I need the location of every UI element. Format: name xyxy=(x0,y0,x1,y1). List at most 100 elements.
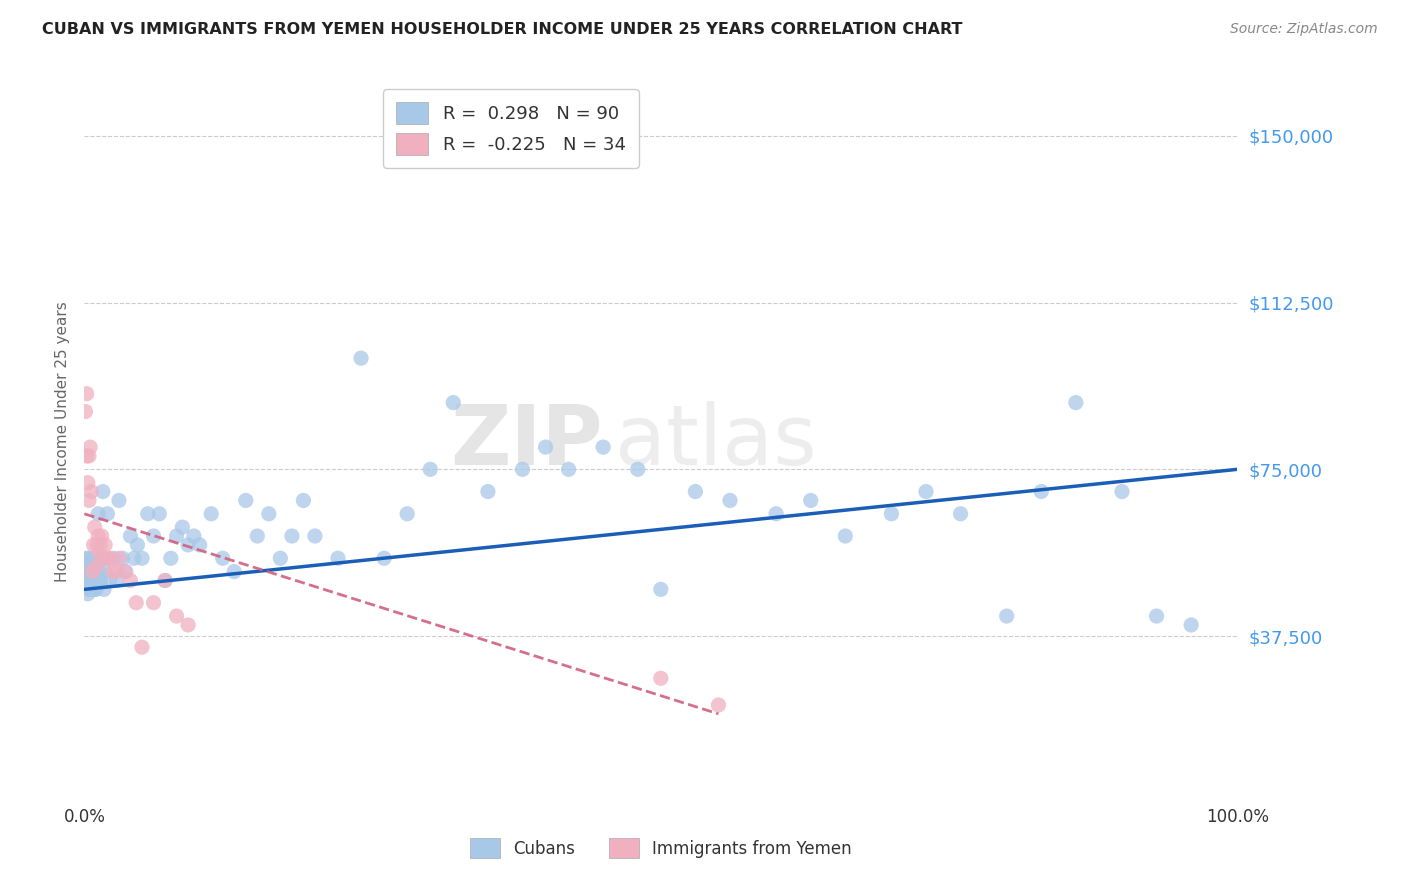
Point xyxy=(512,462,534,476)
Point xyxy=(79,582,101,597)
Point xyxy=(685,484,707,499)
Point xyxy=(84,560,107,574)
Point xyxy=(76,551,98,566)
Point xyxy=(131,551,153,566)
Point xyxy=(76,574,98,588)
Point xyxy=(84,582,107,597)
Point xyxy=(142,596,165,610)
Point xyxy=(880,507,903,521)
Point xyxy=(707,698,730,712)
Point xyxy=(188,538,211,552)
Point xyxy=(120,574,142,588)
Point xyxy=(84,565,107,579)
Point xyxy=(1064,395,1087,409)
Point xyxy=(153,574,176,588)
Point xyxy=(80,484,103,499)
Point xyxy=(80,582,103,597)
Point xyxy=(77,565,100,579)
Point xyxy=(103,551,124,566)
Point xyxy=(326,551,349,566)
Point xyxy=(80,565,103,579)
Point xyxy=(172,520,194,534)
Point xyxy=(75,574,97,588)
Point xyxy=(1180,618,1202,632)
Point xyxy=(122,551,145,566)
Point xyxy=(108,551,131,566)
Point xyxy=(127,538,149,552)
Point xyxy=(77,582,100,597)
Point xyxy=(142,529,165,543)
Point xyxy=(105,574,128,588)
Point xyxy=(125,596,148,610)
Text: CUBAN VS IMMIGRANTS FROM YEMEN HOUSEHOLDER INCOME UNDER 25 YEARS CORRELATION CHA: CUBAN VS IMMIGRANTS FROM YEMEN HOUSEHOLD… xyxy=(42,22,963,37)
Point xyxy=(108,493,131,508)
Point xyxy=(96,551,118,566)
Point xyxy=(93,582,115,597)
Point xyxy=(153,574,176,588)
Point xyxy=(257,507,280,521)
Point xyxy=(183,529,205,543)
Point xyxy=(90,529,112,543)
Point xyxy=(800,493,823,508)
Point xyxy=(396,507,419,521)
Point xyxy=(103,565,124,579)
Point xyxy=(76,475,98,490)
Point xyxy=(83,574,105,588)
Point xyxy=(131,640,153,655)
Point xyxy=(94,538,117,552)
Point xyxy=(94,565,117,579)
Point xyxy=(98,574,121,588)
Point xyxy=(80,574,103,588)
Point xyxy=(105,565,128,579)
Point xyxy=(718,493,741,508)
Point xyxy=(292,493,315,508)
Y-axis label: Householder Income Under 25 years: Householder Income Under 25 years xyxy=(55,301,70,582)
Point xyxy=(82,574,104,588)
Point xyxy=(211,551,233,566)
Point xyxy=(89,565,111,579)
Point xyxy=(76,386,98,401)
Point xyxy=(1146,609,1168,624)
Point xyxy=(441,395,464,409)
Point xyxy=(136,507,159,521)
Point xyxy=(89,574,111,588)
Point xyxy=(77,449,100,463)
Point xyxy=(91,551,114,566)
Point xyxy=(177,538,200,552)
Point xyxy=(86,574,108,588)
Point xyxy=(224,565,246,579)
Point xyxy=(592,440,614,454)
Point xyxy=(76,560,98,574)
Point xyxy=(79,560,101,574)
Point xyxy=(148,507,170,521)
Point xyxy=(995,609,1018,624)
Point xyxy=(98,551,121,566)
Point xyxy=(87,529,110,543)
Point xyxy=(83,565,105,579)
Text: ZIP: ZIP xyxy=(451,401,603,482)
Point xyxy=(77,493,100,508)
Point xyxy=(304,529,326,543)
Point xyxy=(1031,484,1053,499)
Point xyxy=(1111,484,1133,499)
Point xyxy=(160,551,183,566)
Point xyxy=(96,507,118,521)
Point xyxy=(373,551,395,566)
Point xyxy=(534,440,557,454)
Point xyxy=(90,551,112,566)
Point xyxy=(87,507,110,521)
Point xyxy=(82,551,104,566)
Point xyxy=(83,520,105,534)
Point xyxy=(75,404,97,418)
Point xyxy=(627,462,650,476)
Legend: Cubans, Immigrants from Yemen: Cubans, Immigrants from Yemen xyxy=(461,830,860,867)
Point xyxy=(76,574,98,588)
Point xyxy=(77,551,100,566)
Point xyxy=(834,529,856,543)
Point xyxy=(91,484,114,499)
Point xyxy=(86,538,108,552)
Point xyxy=(765,507,787,521)
Point xyxy=(915,484,938,499)
Point xyxy=(111,551,134,566)
Text: Source: ZipAtlas.com: Source: ZipAtlas.com xyxy=(1230,22,1378,37)
